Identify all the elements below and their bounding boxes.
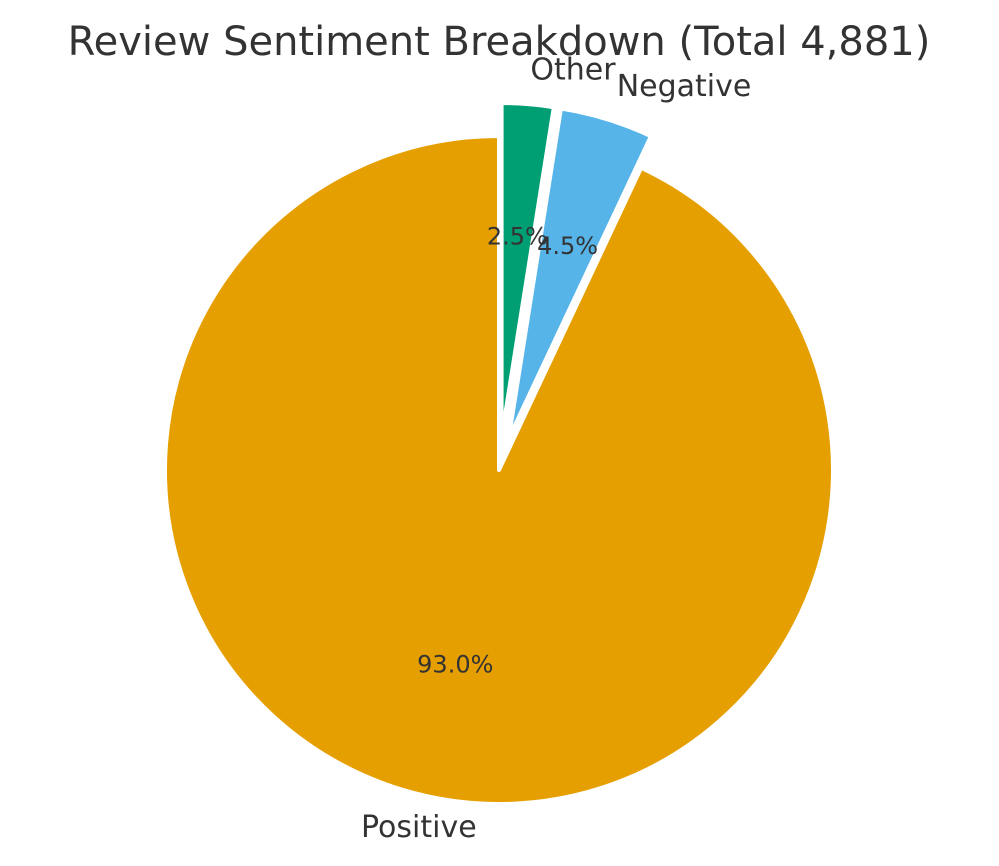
pie-slices	[163, 101, 835, 806]
slice-negative	[506, 106, 653, 441]
slice-value-negative: 4.5%	[537, 232, 598, 260]
slice-value-positive: 93.0%	[417, 651, 493, 679]
slice-label-other: Other	[530, 52, 616, 87]
slice-label-positive: Positive	[361, 810, 477, 845]
slice-other	[499, 101, 556, 440]
slice-value-other: 2.5%	[487, 222, 548, 250]
slice-positive	[163, 134, 835, 806]
slice-label-negative: Negative	[617, 69, 752, 104]
pie-labels: Other 2.5% Negative 4.5% Positive 93.0%	[361, 52, 751, 845]
chart-title: Review Sentiment Breakdown (Total 4,881)	[68, 19, 931, 65]
